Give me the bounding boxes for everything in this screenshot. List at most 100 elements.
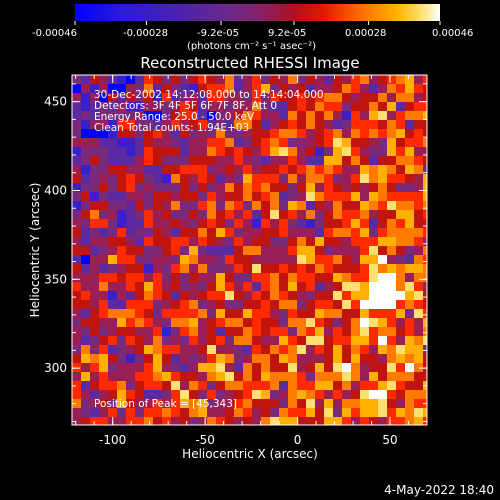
heatmap-cell — [81, 399, 90, 408]
heatmap-cell — [243, 237, 252, 246]
heatmap-cell — [216, 228, 225, 237]
heatmap-cell — [90, 381, 99, 390]
heatmap-cell — [99, 372, 108, 381]
heatmap-cell — [369, 138, 378, 147]
heatmap-cell — [81, 147, 90, 156]
heatmap-cell — [270, 282, 279, 291]
heatmap-cell — [306, 417, 315, 425]
heatmap-cell — [360, 174, 369, 183]
heatmap-cell — [279, 300, 288, 309]
heatmap-cell — [405, 75, 414, 84]
heatmap-cell — [90, 129, 99, 138]
heatmap-cell — [369, 336, 378, 345]
heatmap-cell — [225, 300, 234, 309]
heatmap-cell — [333, 417, 342, 425]
heatmap-cell — [81, 327, 90, 336]
heatmap-cell — [153, 210, 162, 219]
heatmap-cell — [387, 138, 396, 147]
heatmap-cell — [216, 327, 225, 336]
heatmap-cell — [333, 282, 342, 291]
heatmap-cell — [216, 174, 225, 183]
heatmap-cell — [189, 192, 198, 201]
heatmap-cell — [288, 228, 297, 237]
heatmap-cell — [360, 138, 369, 147]
heatmap-cell — [279, 273, 288, 282]
heatmap-cell — [396, 219, 405, 228]
heatmap-cell — [405, 408, 414, 417]
heatmap-cell — [234, 219, 243, 228]
heatmap-cell — [261, 318, 270, 327]
heatmap-cell — [72, 336, 81, 345]
heatmap-cell — [270, 399, 279, 408]
heatmap-cell — [198, 300, 207, 309]
heatmap-cell — [414, 291, 423, 300]
heatmap-cell — [180, 345, 189, 354]
heatmap-cell — [342, 381, 351, 390]
heatmap-cell — [423, 84, 427, 93]
heatmap-cell — [243, 336, 252, 345]
heatmap-cell — [171, 210, 180, 219]
heatmap-cell — [423, 102, 427, 111]
heatmap-cell — [108, 201, 117, 210]
heatmap-cell — [162, 354, 171, 363]
heatmap-cell — [117, 291, 126, 300]
heatmap-cell — [261, 183, 270, 192]
heatmap-cell — [117, 147, 126, 156]
heatmap-cell — [360, 183, 369, 192]
heatmap-cell — [351, 399, 360, 408]
heatmap-cell — [180, 75, 189, 84]
heatmap-cell — [144, 129, 153, 138]
heatmap-cell — [234, 75, 243, 84]
heatmap-cell — [162, 345, 171, 354]
heatmap-cell — [117, 246, 126, 255]
heatmap-cell — [135, 237, 144, 246]
heatmap-cell — [360, 120, 369, 129]
heatmap-cell — [297, 120, 306, 129]
heatmap-cell — [144, 318, 153, 327]
heatmap-cell — [342, 75, 351, 84]
heatmap-cell — [90, 354, 99, 363]
heatmap-cell — [405, 219, 414, 228]
heatmap-cell — [126, 210, 135, 219]
heatmap-cell — [378, 300, 387, 309]
heatmap-cell — [387, 75, 396, 84]
heatmap-cell — [108, 327, 117, 336]
heatmap-cell — [99, 210, 108, 219]
heatmap-cell — [315, 219, 324, 228]
heatmap-cell — [378, 246, 387, 255]
heatmap-cell — [153, 237, 162, 246]
heatmap-cell — [351, 246, 360, 255]
heatmap-cell — [126, 372, 135, 381]
heatmap-cell — [81, 309, 90, 318]
heatmap-cell — [369, 183, 378, 192]
heatmap-cell — [387, 246, 396, 255]
heatmap-cell — [315, 237, 324, 246]
heatmap-cell — [153, 75, 162, 84]
heatmap-cell — [81, 129, 90, 138]
heatmap-cell — [396, 210, 405, 219]
heatmap-cell — [396, 273, 405, 282]
heatmap-cell — [324, 336, 333, 345]
heatmap-cell — [405, 327, 414, 336]
heatmap-cell — [297, 291, 306, 300]
heatmap-cell — [261, 102, 270, 111]
heatmap-cell — [333, 219, 342, 228]
heatmap-cell — [387, 183, 396, 192]
heatmap-cell — [333, 264, 342, 273]
heatmap-cell — [306, 165, 315, 174]
heatmap-cell — [72, 129, 81, 138]
heatmap-cell — [198, 75, 207, 84]
y-tick-label: 450 — [44, 95, 67, 109]
heatmap-cell — [360, 111, 369, 120]
heatmap-cell — [81, 291, 90, 300]
heatmap-cell — [423, 264, 427, 273]
heatmap-cell — [261, 372, 270, 381]
heatmap-cell — [414, 318, 423, 327]
heatmap-cell — [144, 345, 153, 354]
heatmap-cell — [126, 138, 135, 147]
heatmap-cell — [162, 192, 171, 201]
heatmap-cell — [216, 129, 225, 138]
heatmap-cell — [90, 309, 99, 318]
heatmap-cell — [207, 291, 216, 300]
heatmap-cell — [108, 102, 117, 111]
